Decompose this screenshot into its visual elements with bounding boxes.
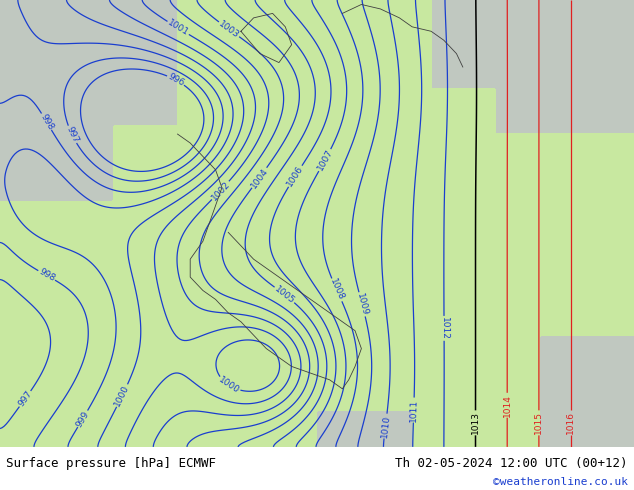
Text: 1016: 1016: [566, 411, 575, 434]
Text: 1013: 1013: [471, 411, 480, 434]
Text: 998: 998: [38, 112, 55, 131]
Text: 1011: 1011: [409, 398, 418, 422]
Text: 1006: 1006: [285, 164, 305, 188]
Text: 998: 998: [37, 267, 56, 284]
Text: Th 02-05-2024 12:00 UTC (00+12): Th 02-05-2024 12:00 UTC (00+12): [395, 457, 628, 470]
Text: 1015: 1015: [534, 411, 543, 434]
Text: 1008: 1008: [328, 277, 346, 302]
Text: 997: 997: [16, 389, 34, 409]
Text: 1002: 1002: [209, 179, 231, 202]
Text: 1001: 1001: [166, 18, 190, 38]
Text: 997: 997: [64, 125, 80, 144]
Text: 1014: 1014: [503, 394, 512, 416]
Text: 1000: 1000: [217, 375, 241, 395]
Text: 1010: 1010: [380, 414, 391, 438]
Text: 1012: 1012: [439, 317, 449, 340]
Text: 1000: 1000: [113, 383, 131, 408]
Text: 1007: 1007: [316, 148, 334, 172]
Text: Surface pressure [hPa] ECMWF: Surface pressure [hPa] ECMWF: [6, 457, 216, 470]
Text: 1005: 1005: [273, 284, 296, 305]
Text: 999: 999: [74, 409, 91, 429]
Text: 1004: 1004: [249, 166, 269, 190]
Text: 1009: 1009: [355, 292, 370, 317]
Text: 996: 996: [166, 72, 186, 88]
Text: 1003: 1003: [217, 19, 241, 40]
Text: ©weatheronline.co.uk: ©weatheronline.co.uk: [493, 477, 628, 487]
